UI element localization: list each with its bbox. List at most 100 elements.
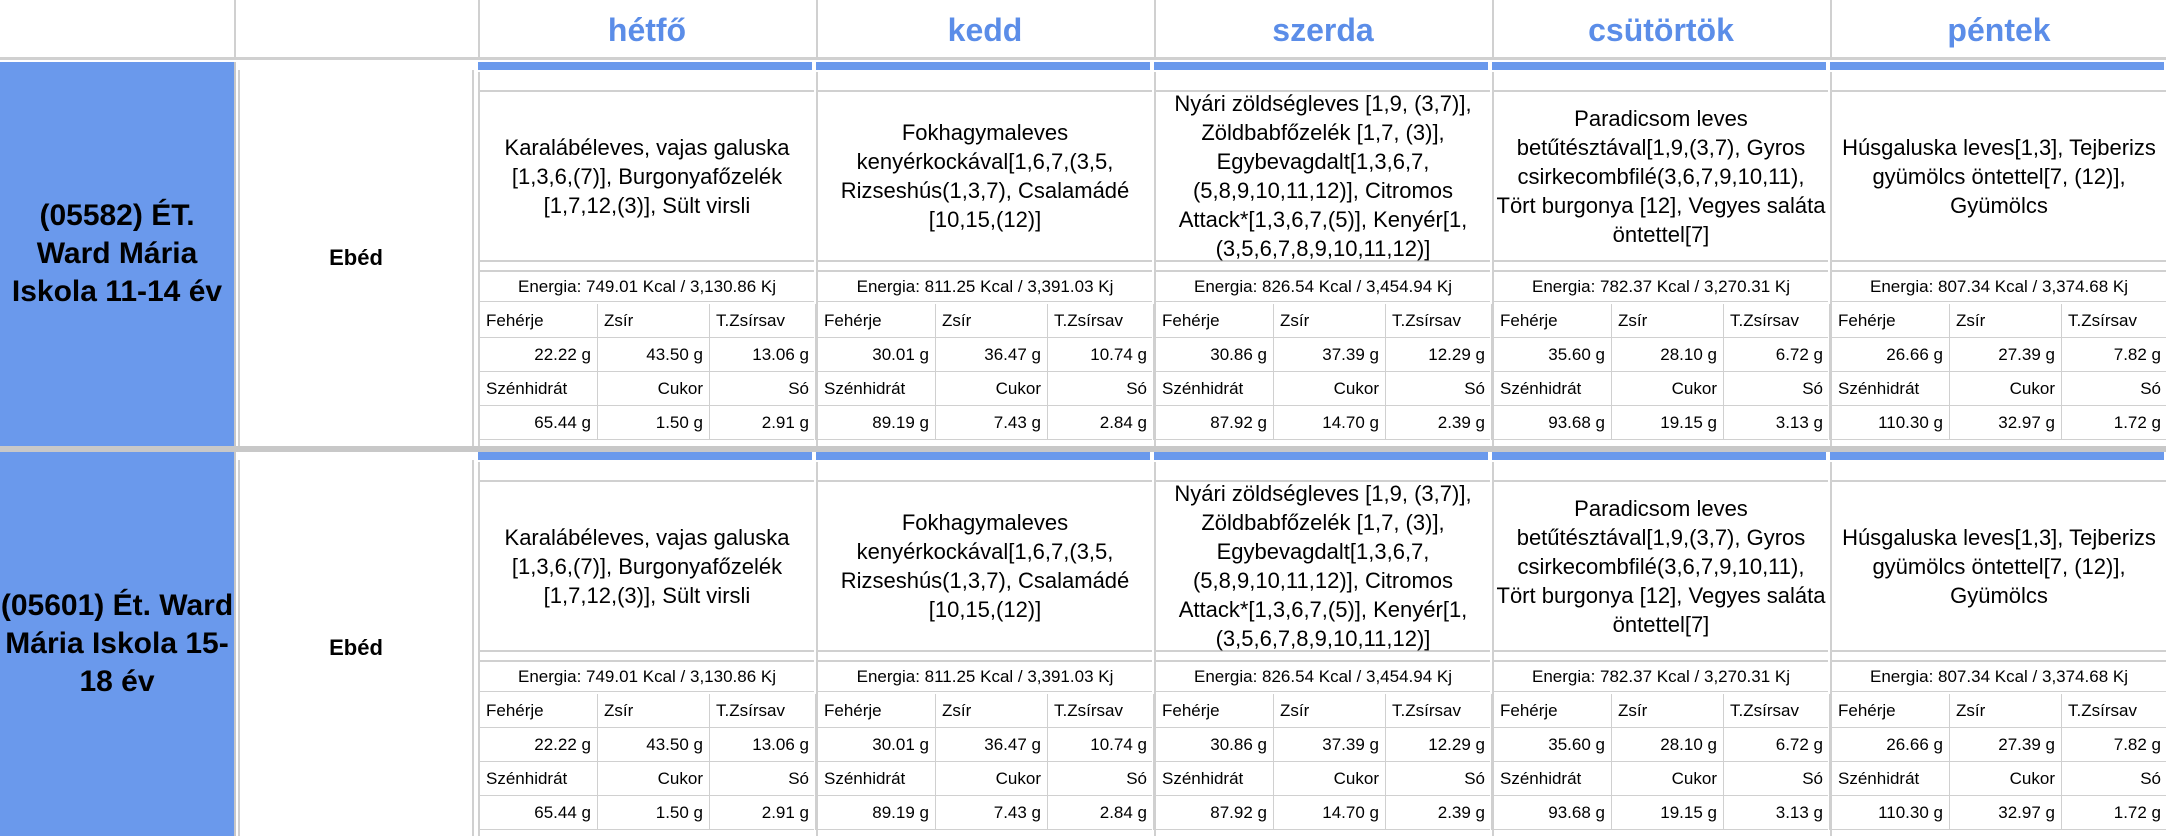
nutrient-row: Fehérje Zsír T.Zsírsav (1832, 304, 2166, 338)
satfat-label: T.Zsírsav (1724, 694, 1830, 728)
nutrient-row: Szénhidrát Cukor Só (480, 372, 816, 406)
carb-value: 87.92 g (1156, 796, 1274, 830)
energy-value: Energia: 826.54 Kcal / 3,454.94 Kj (1156, 270, 1490, 302)
carb-label: Szénhidrát (1156, 372, 1274, 406)
salt-value: 1.72 g (2062, 406, 2166, 440)
satfat-value: 6.72 g (1724, 728, 1830, 762)
carb-label: Szénhidrát (1494, 372, 1612, 406)
fat-label: Zsír (598, 304, 710, 338)
carb-label: Szénhidrát (1832, 372, 1950, 406)
day-cell: Húsgaluska leves[1,3], Tejberizs gyümölc… (1830, 72, 2166, 446)
fat-value: 36.47 g (936, 338, 1048, 372)
salt-label: Só (1386, 762, 1492, 796)
day-cell: Nyári zöldségleves [1,9, (3,7)], Zöldbab… (1154, 462, 1492, 836)
nutrient-row: Fehérje Zsír T.Zsírsav (818, 694, 1154, 728)
fat-label: Zsír (1950, 304, 2062, 338)
nutrient-row: Fehérje Zsír T.Zsírsav (1494, 304, 1830, 338)
day-header-row: hétfő kedd szerda csütörtök péntek (0, 0, 2166, 60)
day-top-bar (1154, 62, 1488, 70)
protein-label: Fehérje (1832, 304, 1950, 338)
fat-value: 37.39 g (1274, 728, 1386, 762)
day-header-1: kedd (816, 0, 1152, 60)
fat-label: Zsír (598, 694, 710, 728)
nutrient-row: 93.68 g 19.15 g 3.13 g (1494, 406, 1830, 440)
day-header-4: péntek (1830, 0, 2166, 60)
nutrient-row: Szénhidrát Cukor Só (818, 762, 1154, 796)
satfat-label: T.Zsírsav (1724, 304, 1830, 338)
protein-value: 22.22 g (480, 728, 598, 762)
nutrient-row: 89.19 g 7.43 g 2.84 g (818, 406, 1154, 440)
fat-label: Zsír (1274, 304, 1386, 338)
nutrient-row: 93.68 g 19.15 g 3.13 g (1494, 796, 1830, 830)
nutrient-row: Szénhidrát Cukor Só (1494, 372, 1830, 406)
satfat-value: 13.06 g (710, 728, 816, 762)
day-cell: Fokhagymaleves kenyérkockával[1,6,7,(3,5… (816, 72, 1154, 446)
fat-value: 28.10 g (1612, 338, 1724, 372)
salt-label: Só (1386, 372, 1492, 406)
menu-text: Fokhagymaleves kenyérkockával[1,6,7,(3,5… (818, 90, 1152, 262)
nutrient-row: Fehérje Zsír T.Zsírsav (1832, 694, 2166, 728)
fat-value: 37.39 g (1274, 338, 1386, 372)
sugar-label: Cukor (1612, 372, 1724, 406)
satfat-label: T.Zsírsav (1048, 694, 1154, 728)
nutrient-row: Fehérje Zsír T.Zsírsav (480, 694, 816, 728)
energy-value: Energia: 807.34 Kcal / 3,374.68 Kj (1832, 270, 2166, 302)
nutrient-row: Szénhidrát Cukor Só (1156, 762, 1492, 796)
menu-text: Paradicsom leves betűtésztával[1,9,(3,7)… (1494, 90, 1828, 262)
nutrient-row: 65.44 g 1.50 g 2.91 g (480, 406, 816, 440)
salt-value: 2.84 g (1048, 406, 1154, 440)
carb-value: 110.30 g (1832, 406, 1950, 440)
nutrient-row: Fehérje Zsír T.Zsírsav (1494, 694, 1830, 728)
protein-label: Fehérje (1494, 304, 1612, 338)
school-group: (05601) Ét. Ward Mária Iskola 15-18 év Eb… (0, 452, 2166, 836)
day-top-bar (816, 452, 1150, 460)
satfat-label: T.Zsírsav (2062, 694, 2166, 728)
menu-text: Karalábéleves, vajas galuska [1,3,6,(7)]… (480, 480, 814, 652)
sugar-value: 19.15 g (1612, 406, 1724, 440)
fat-value: 43.50 g (598, 728, 710, 762)
sugar-value: 14.70 g (1274, 796, 1386, 830)
energy-value: Energia: 826.54 Kcal / 3,454.94 Kj (1156, 660, 1490, 692)
sugar-value: 7.43 g (936, 406, 1048, 440)
day-top-bar (1492, 452, 1826, 460)
header-corner (0, 0, 236, 60)
salt-label: Só (2062, 372, 2166, 406)
salt-label: Só (710, 762, 816, 796)
carb-value: 89.19 g (818, 796, 936, 830)
satfat-value: 12.29 g (1386, 338, 1492, 372)
protein-label: Fehérje (1156, 694, 1274, 728)
day-header-2: szerda (1154, 0, 1490, 60)
menu-text: Paradicsom leves betűtésztával[1,9,(3,7)… (1494, 480, 1828, 652)
salt-label: Só (1724, 762, 1830, 796)
sugar-value: 1.50 g (598, 796, 710, 830)
day-top-bar (1830, 452, 2164, 460)
day-header-0: hétfő (478, 0, 814, 60)
carb-value: 87.92 g (1156, 406, 1274, 440)
day-cell: Paradicsom leves betűtésztával[1,9,(3,7)… (1492, 462, 1830, 836)
protein-label: Fehérje (1494, 694, 1612, 728)
energy-value: Energia: 811.25 Kcal / 3,391.03 Kj (818, 270, 1152, 302)
energy-value: Energia: 782.37 Kcal / 3,270.31 Kj (1494, 270, 1828, 302)
satfat-value: 10.74 g (1048, 338, 1154, 372)
nutrient-row: 22.22 g 43.50 g 13.06 g (480, 338, 816, 372)
carb-value: 89.19 g (818, 406, 936, 440)
sugar-value: 19.15 g (1612, 796, 1724, 830)
satfat-value: 12.29 g (1386, 728, 1492, 762)
fat-value: 27.39 g (1950, 728, 2062, 762)
carb-value: 65.44 g (480, 406, 598, 440)
protein-value: 35.60 g (1494, 338, 1612, 372)
menu-text: Karalábéleves, vajas galuska [1,3,6,(7)]… (480, 90, 814, 262)
protein-label: Fehérje (480, 694, 598, 728)
protein-value: 26.66 g (1832, 338, 1950, 372)
meal-label: Ebéd (238, 70, 474, 446)
menu-text: Nyári zöldségleves [1,9, (3,7)], Zöldbab… (1156, 90, 1490, 262)
nutrient-row: Szénhidrát Cukor Só (1832, 762, 2166, 796)
nutrient-row: 26.66 g 27.39 g 7.82 g (1832, 728, 2166, 762)
sugar-value: 32.97 g (1950, 406, 2062, 440)
protein-value: 30.01 g (818, 338, 936, 372)
fat-value: 28.10 g (1612, 728, 1724, 762)
energy-value: Energia: 749.01 Kcal / 3,130.86 Kj (480, 270, 814, 302)
menu-text: Fokhagymaleves kenyérkockával[1,6,7,(3,5… (818, 480, 1152, 652)
nutrient-row: 30.01 g 36.47 g 10.74 g (818, 728, 1154, 762)
